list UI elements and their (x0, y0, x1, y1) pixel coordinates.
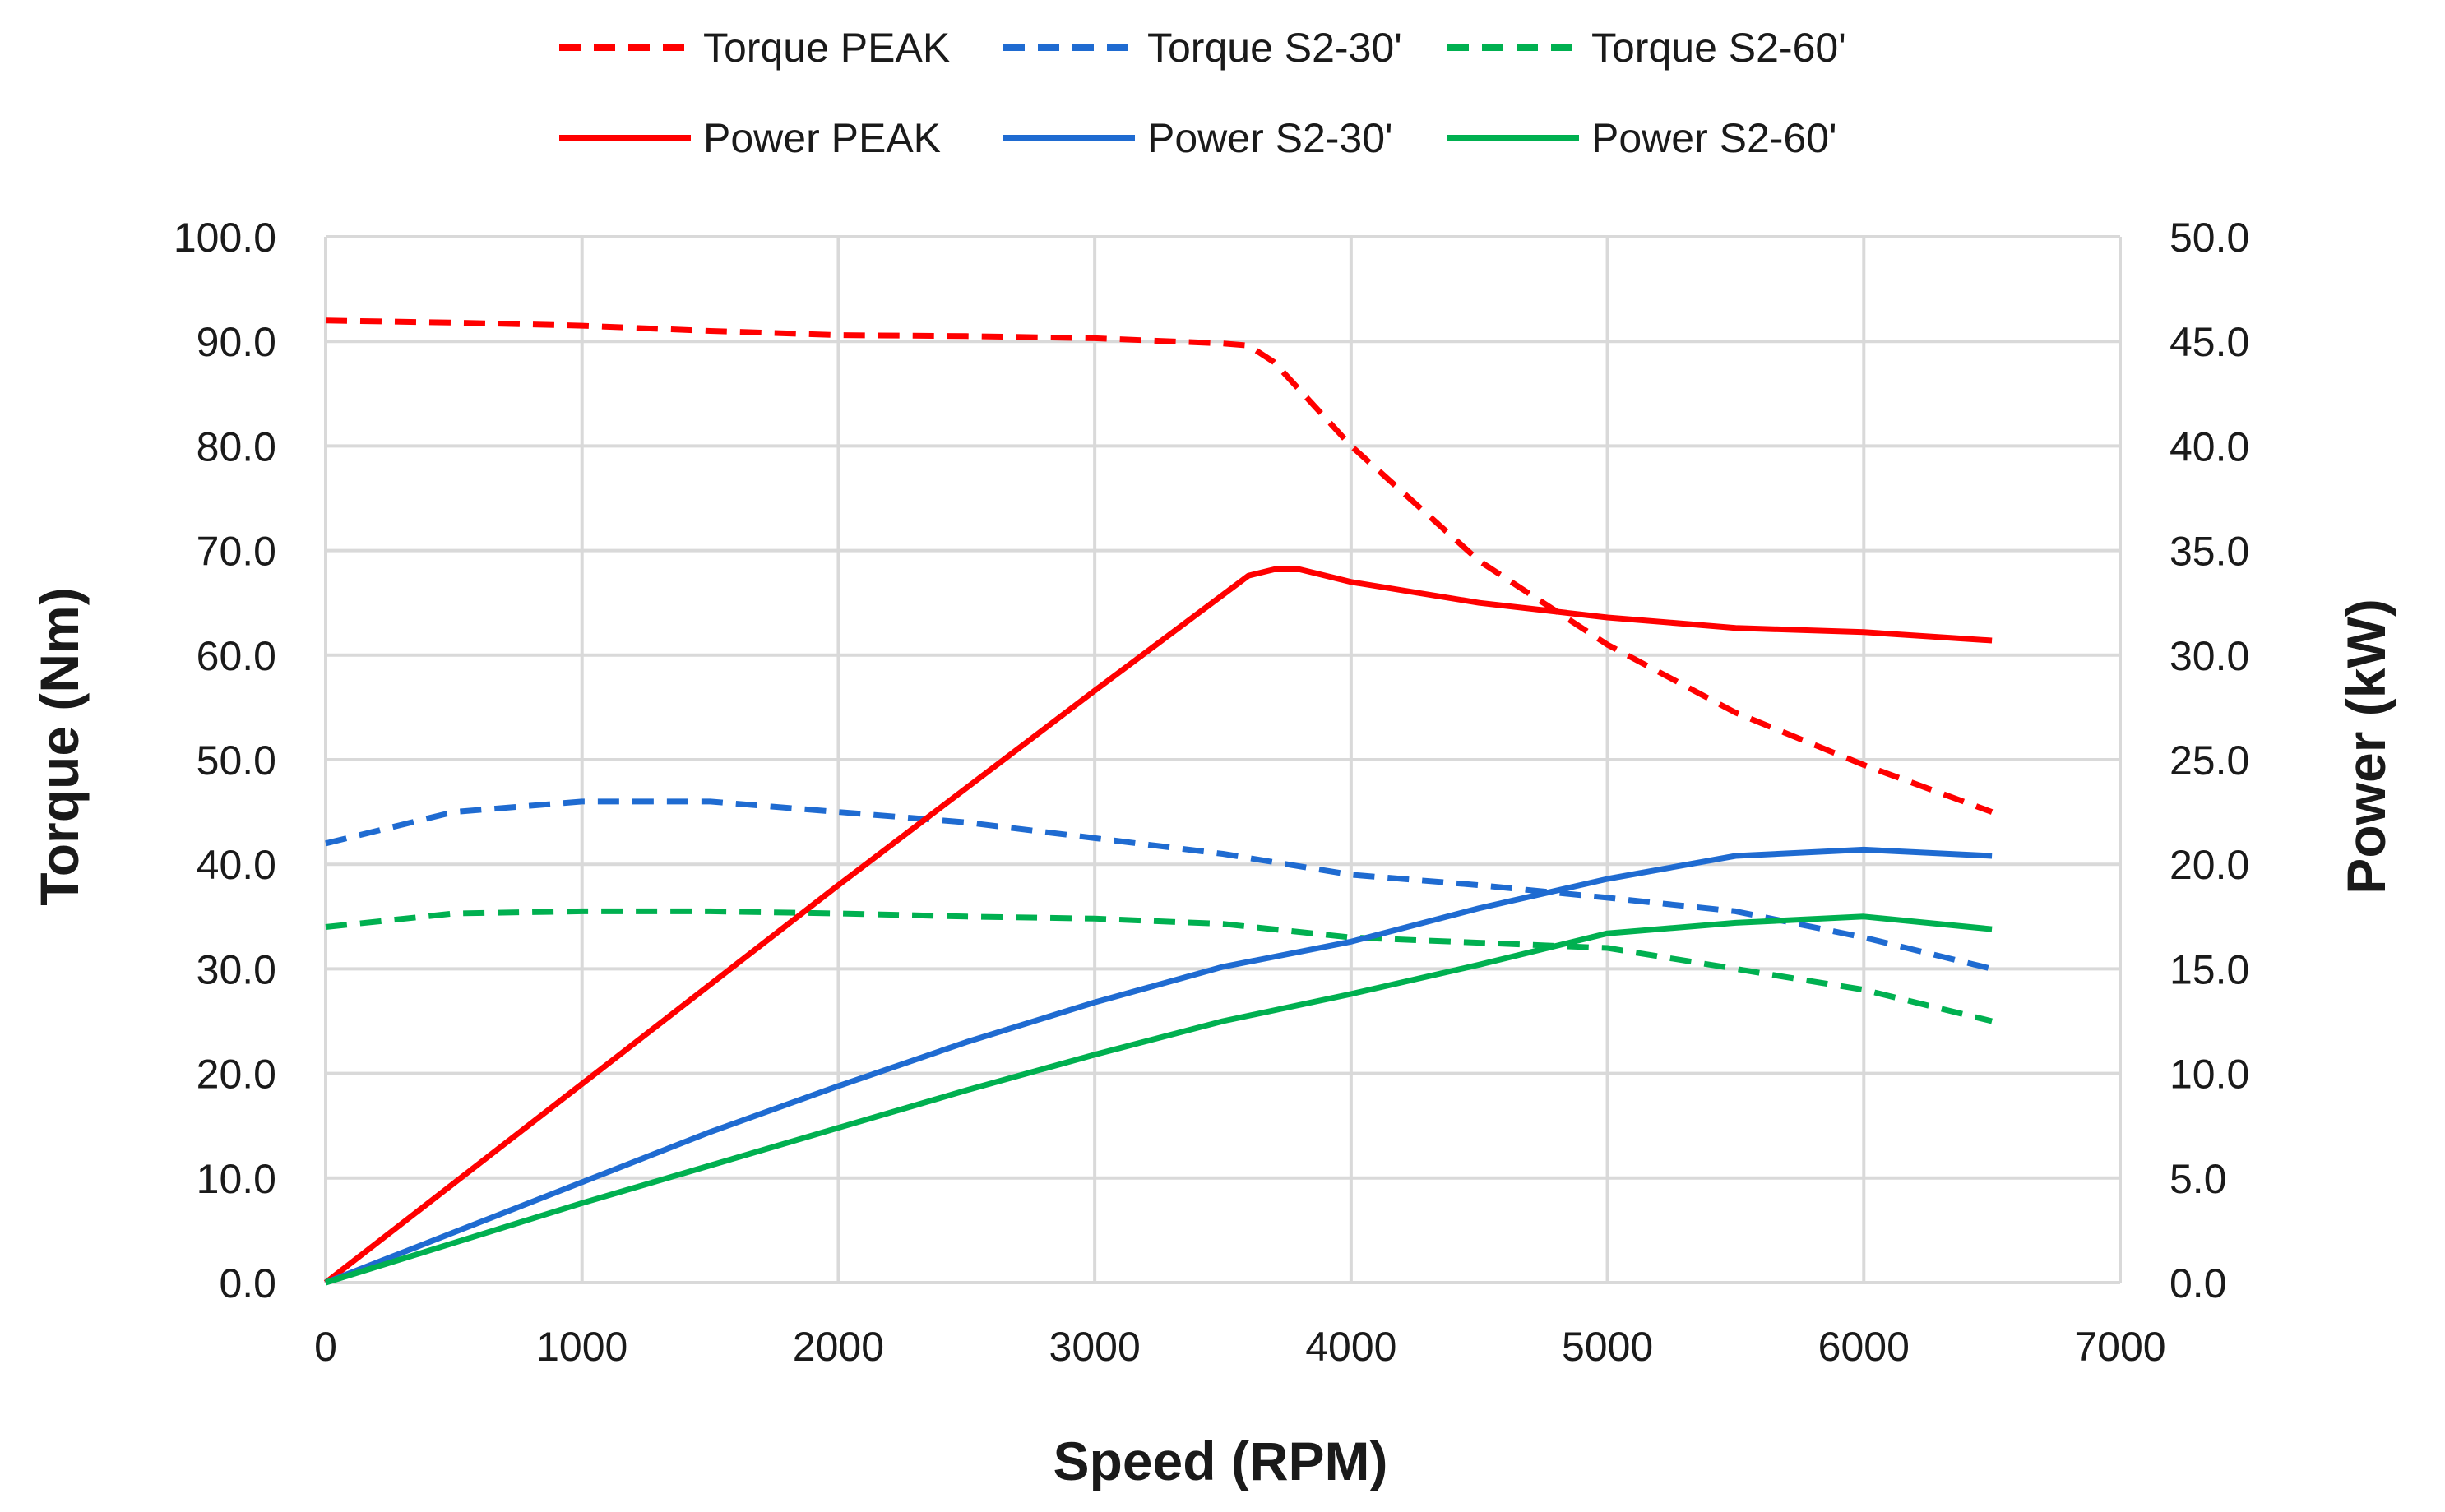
y-left-tick-label: 80.0 (197, 423, 276, 469)
grid (324, 235, 2122, 1284)
series-line-torque-peak (325, 317, 1994, 815)
y-left-tick-label: 0.0 (219, 1260, 276, 1306)
y-axis-title-left: Torque (Nm) (29, 587, 90, 905)
y-left-tick-label: 10.0 (197, 1156, 276, 1202)
y-left-tick-label: 40.0 (197, 842, 276, 888)
x-tick-label: 6000 (1818, 1324, 1910, 1370)
legend-label-power-peak: Power PEAK (703, 115, 941, 161)
y-right-tick-label: 45.0 (2169, 319, 2249, 365)
legend-label-torque-s2-60: Torque S2-60' (1591, 25, 1846, 71)
series-line-power-peak (323, 566, 1993, 1285)
y-right-tick-label: 35.0 (2169, 529, 2249, 575)
x-tick-label: 5000 (1562, 1324, 1653, 1370)
legend-label-torque-peak: Torque PEAK (703, 25, 950, 71)
legend-label-power-s2-60: Power S2-60' (1591, 115, 1837, 161)
x-tick-label: 3000 (1049, 1324, 1141, 1370)
y-right-tick-label: 40.0 (2169, 423, 2249, 469)
y-right-tick-label: 50.0 (2169, 215, 2249, 261)
x-tick-label: 7000 (2074, 1324, 2165, 1370)
y-right-tick-label: 20.0 (2169, 842, 2249, 888)
y-left-tick-label: 20.0 (197, 1052, 276, 1098)
axes: 0 1000 2000 3000 4000 5000 6000 70000.010.020.0… (174, 215, 2249, 1370)
y-left-tick-label: 60.0 (197, 633, 276, 679)
y-right-tick-label: 15.0 (2169, 946, 2249, 992)
y-left-tick-label: 70.0 (197, 529, 276, 575)
x-axis-title: Speed (RPM) (1053, 1431, 1387, 1491)
plot-series (323, 317, 1994, 1286)
y-right-tick-label: 0.0 (2169, 1260, 2227, 1306)
x-tick-label: 2000 (793, 1324, 884, 1370)
y-axis-title-right: Power (kW) (2336, 599, 2396, 894)
series-line-torque-s2-30 (325, 798, 1993, 972)
series-line-power-s2-60 (324, 913, 1993, 1286)
y-right-tick-label: 30.0 (2169, 633, 2249, 679)
y-right-tick-label: 10.0 (2169, 1052, 2249, 1098)
legend: Torque PEAK Torque S2-30' Torque S2-60' Pow… (559, 25, 1846, 161)
legend-label-power-s2-30: Power S2-30' (1147, 115, 1393, 161)
x-tick-label: 1000 (536, 1324, 627, 1370)
x-tick-label: 0 (314, 1324, 337, 1370)
y-right-tick-label: 25.0 (2169, 738, 2249, 784)
y-right-tick-label: 5.0 (2169, 1156, 2227, 1202)
legend-label-torque-s2-30: Torque S2-30' (1147, 25, 1402, 71)
series-line-power-s2-30 (324, 846, 1993, 1286)
y-left-tick-label: 100.0 (174, 215, 276, 261)
y-left-tick-label: 30.0 (197, 946, 276, 992)
y-left-tick-label: 90.0 (197, 319, 276, 365)
series-line-torque-s2-60 (325, 908, 1993, 1024)
y-left-tick-label: 50.0 (197, 738, 276, 784)
x-tick-label: 4000 (1305, 1324, 1396, 1370)
